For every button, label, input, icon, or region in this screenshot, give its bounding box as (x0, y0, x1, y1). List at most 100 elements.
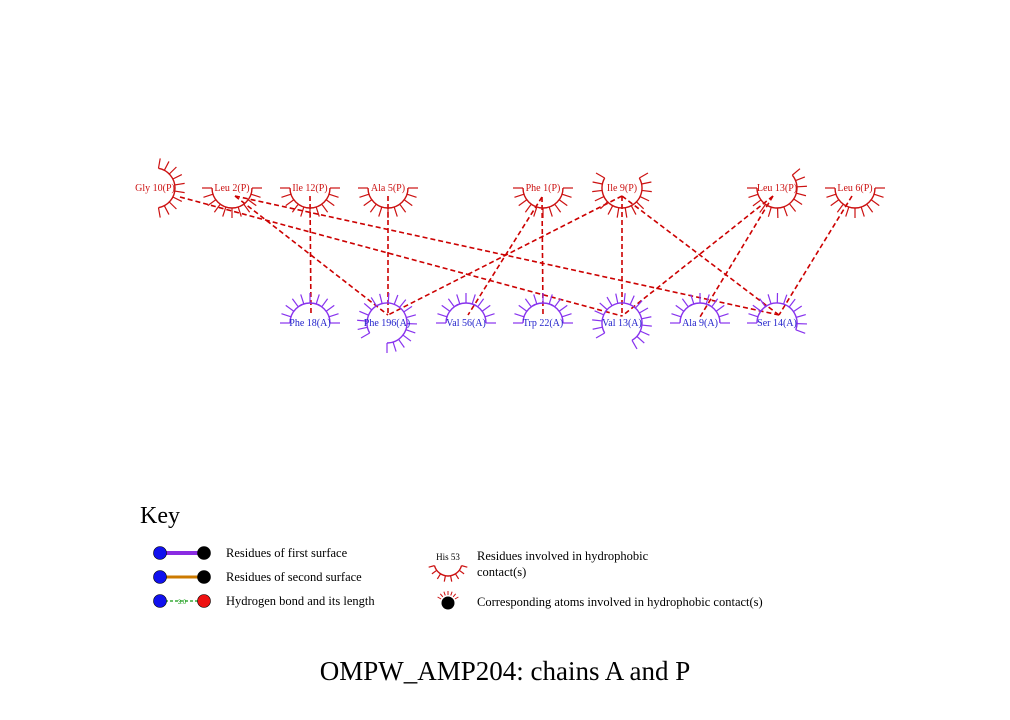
arc-spike (454, 573, 460, 580)
residue-ala9-a: Ala 9(A) (670, 293, 730, 329)
arc-spike (402, 334, 412, 342)
arc-spike (172, 196, 183, 203)
arc-spike (641, 189, 652, 193)
contact-line-leu13-val13 (621, 195, 774, 317)
arc-spike (690, 294, 695, 305)
arc-spike (321, 298, 329, 308)
key-atoms-label: Corresponding atoms involved in hydropho… (477, 595, 763, 609)
arc-spike (157, 207, 161, 218)
arc-spike (860, 206, 865, 217)
arc-spike (606, 296, 613, 306)
arc-spike (456, 294, 461, 305)
atom-spike (450, 591, 453, 596)
arc-spike (285, 304, 295, 312)
arc-spike (281, 313, 292, 318)
arc-spike (157, 158, 161, 169)
arc-spike (174, 190, 185, 194)
arc-spike (599, 201, 608, 210)
arc-spike (748, 313, 759, 318)
arc-spike (379, 293, 383, 304)
arc-spike (533, 294, 538, 305)
arc-spike (291, 203, 299, 213)
arc-spike (845, 206, 850, 217)
arc-spike (592, 189, 603, 193)
arc-spike (639, 196, 650, 202)
key-panel: Key Residues of first surface Residues o… (140, 503, 763, 610)
residue-phe1-p: Phe 1(P) (513, 183, 573, 218)
arc-spike (300, 206, 305, 217)
arc-spike (359, 310, 369, 316)
arc-spike (285, 199, 295, 207)
arc-spike (471, 294, 476, 305)
arc-spike (830, 199, 840, 207)
arc-spike (437, 313, 448, 318)
arc-spike (325, 199, 335, 207)
residue-val56-a: Val 56(A) (436, 293, 496, 329)
arc-spike (595, 332, 605, 339)
arc-spike (636, 201, 645, 210)
arc-spike (554, 203, 562, 213)
arc-spike (640, 330, 650, 336)
arc-spike (172, 173, 183, 180)
arc-spike (788, 298, 796, 308)
arc-spike (300, 294, 305, 305)
arc-spike (378, 206, 383, 217)
arc-spike (458, 569, 465, 575)
arc-spike (207, 199, 217, 207)
residue-leu6-p: Leu 6(P) (825, 183, 885, 218)
arc-spike (561, 193, 572, 198)
arc-spike (363, 303, 373, 311)
contact-line-leu2-ser14 (234, 195, 780, 316)
arc-spike (748, 193, 759, 199)
hydrophobic-arc (522, 187, 564, 209)
arc-spike (163, 161, 170, 171)
red-atom-icon (197, 594, 211, 608)
residue-label: Ile 9(P) (607, 183, 637, 194)
arc-spike (369, 203, 377, 213)
key-title: Key (140, 503, 180, 529)
arc-spike (873, 193, 884, 198)
arc-spike (561, 313, 572, 318)
key-first-surface-label: Residues of first surface (226, 546, 348, 560)
arc-spike (203, 193, 214, 198)
residue-label: Val 56(A) (446, 318, 486, 329)
arc-spike (399, 299, 407, 308)
residue-label: Ala 5(P) (371, 183, 405, 194)
arc-spike (484, 313, 495, 318)
arc-spike (558, 199, 568, 207)
arc-spike (370, 297, 377, 307)
arc-spike (321, 203, 329, 213)
residue-ile9-p: Ile 9(P) (592, 172, 652, 218)
arc-spike (795, 176, 806, 182)
arc-spike (767, 294, 772, 305)
contact-line-gly10-val13 (179, 196, 623, 317)
hydrophobic-arc (445, 302, 487, 324)
arc-spike (360, 332, 370, 339)
key-hbond-symbol: 3.0 (153, 594, 211, 608)
residue-label: Leu 6(P) (837, 183, 872, 194)
arc-spike (405, 329, 416, 334)
arc-spike (548, 294, 553, 305)
hydrophobic-arc (601, 177, 643, 209)
arc-spike (870, 199, 880, 207)
arc-spike (174, 182, 185, 186)
atom-spike (454, 596, 459, 600)
arc-spike (357, 319, 368, 322)
blue-atom-icon (153, 594, 167, 608)
residue-phe18-a: Phe 18(A) (280, 293, 340, 329)
figure-title: OMPW_AMP204: chains A and P (320, 656, 691, 686)
residue-label: Leu 2(P) (214, 183, 249, 194)
arc-spike (595, 172, 605, 179)
arc-spike (436, 573, 442, 580)
key-second-surface-symbol (153, 570, 211, 584)
residue-label: Phe 196(A) (364, 318, 410, 329)
contact-line-ile9-ser14 (621, 195, 780, 316)
residue-label: Phe 1(P) (526, 183, 561, 194)
arc-spike (631, 340, 638, 350)
arc-spike (639, 172, 649, 179)
arc-spike (630, 205, 637, 215)
arc-spike (481, 304, 491, 312)
arc-spike (213, 203, 221, 213)
arc-spike (281, 193, 292, 198)
black-atom-icon (197, 546, 211, 560)
